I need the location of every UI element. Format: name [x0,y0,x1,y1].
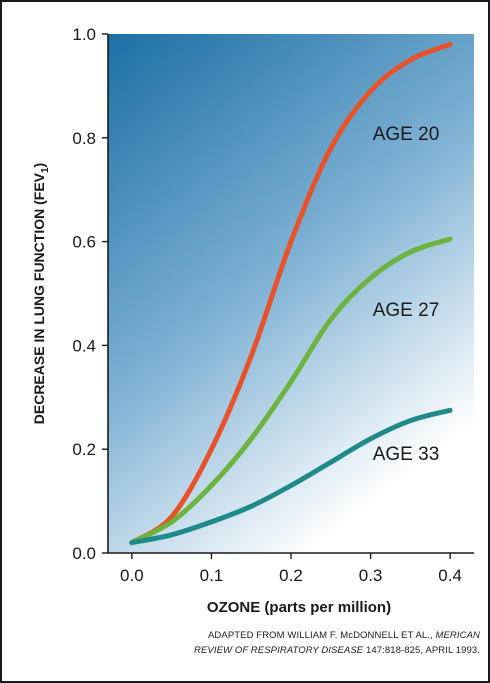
source-line-2: REVIEW OF RESPIRATORY DISEASE 147:818-82… [194,645,480,656]
series-line-age-27 [129,236,453,546]
series-label-age-27: AGE 27 [373,300,440,321]
y-tick-label: 0.0 [72,544,96,563]
y-tick-label: 0.8 [72,129,96,148]
series-label-age-33: AGE 33 [373,444,440,465]
y-tick-label: 1.0 [72,25,96,44]
source-note: ADAPTED FROM WILLIAM F. McDONNELL ET AL.… [14,628,480,658]
series-label-age-20: AGE 20 [373,124,440,145]
x-tick-label: 0.3 [359,566,383,585]
x-tick-label: 0.0 [120,566,144,585]
x-tick-label: 0.1 [200,566,224,585]
plot-background [108,34,474,553]
x-tick-label: 0.4 [438,566,462,585]
series-line-age-20 [129,41,453,546]
y-tick-label: 0.6 [72,233,96,252]
y-tick-label: 0.4 [72,336,96,355]
y-tick-label: 0.2 [72,440,96,459]
y-axis-title: DECREASE IN LUNG FUNCTION (FEV1) [31,163,51,424]
x-tick-label: 0.2 [279,566,303,585]
x-axis-title: OZONE (parts per million) [207,599,391,616]
series-line-age-33 [129,407,453,546]
source-line-1: ADAPTED FROM WILLIAM F. McDONNELL ET AL.… [207,630,480,641]
